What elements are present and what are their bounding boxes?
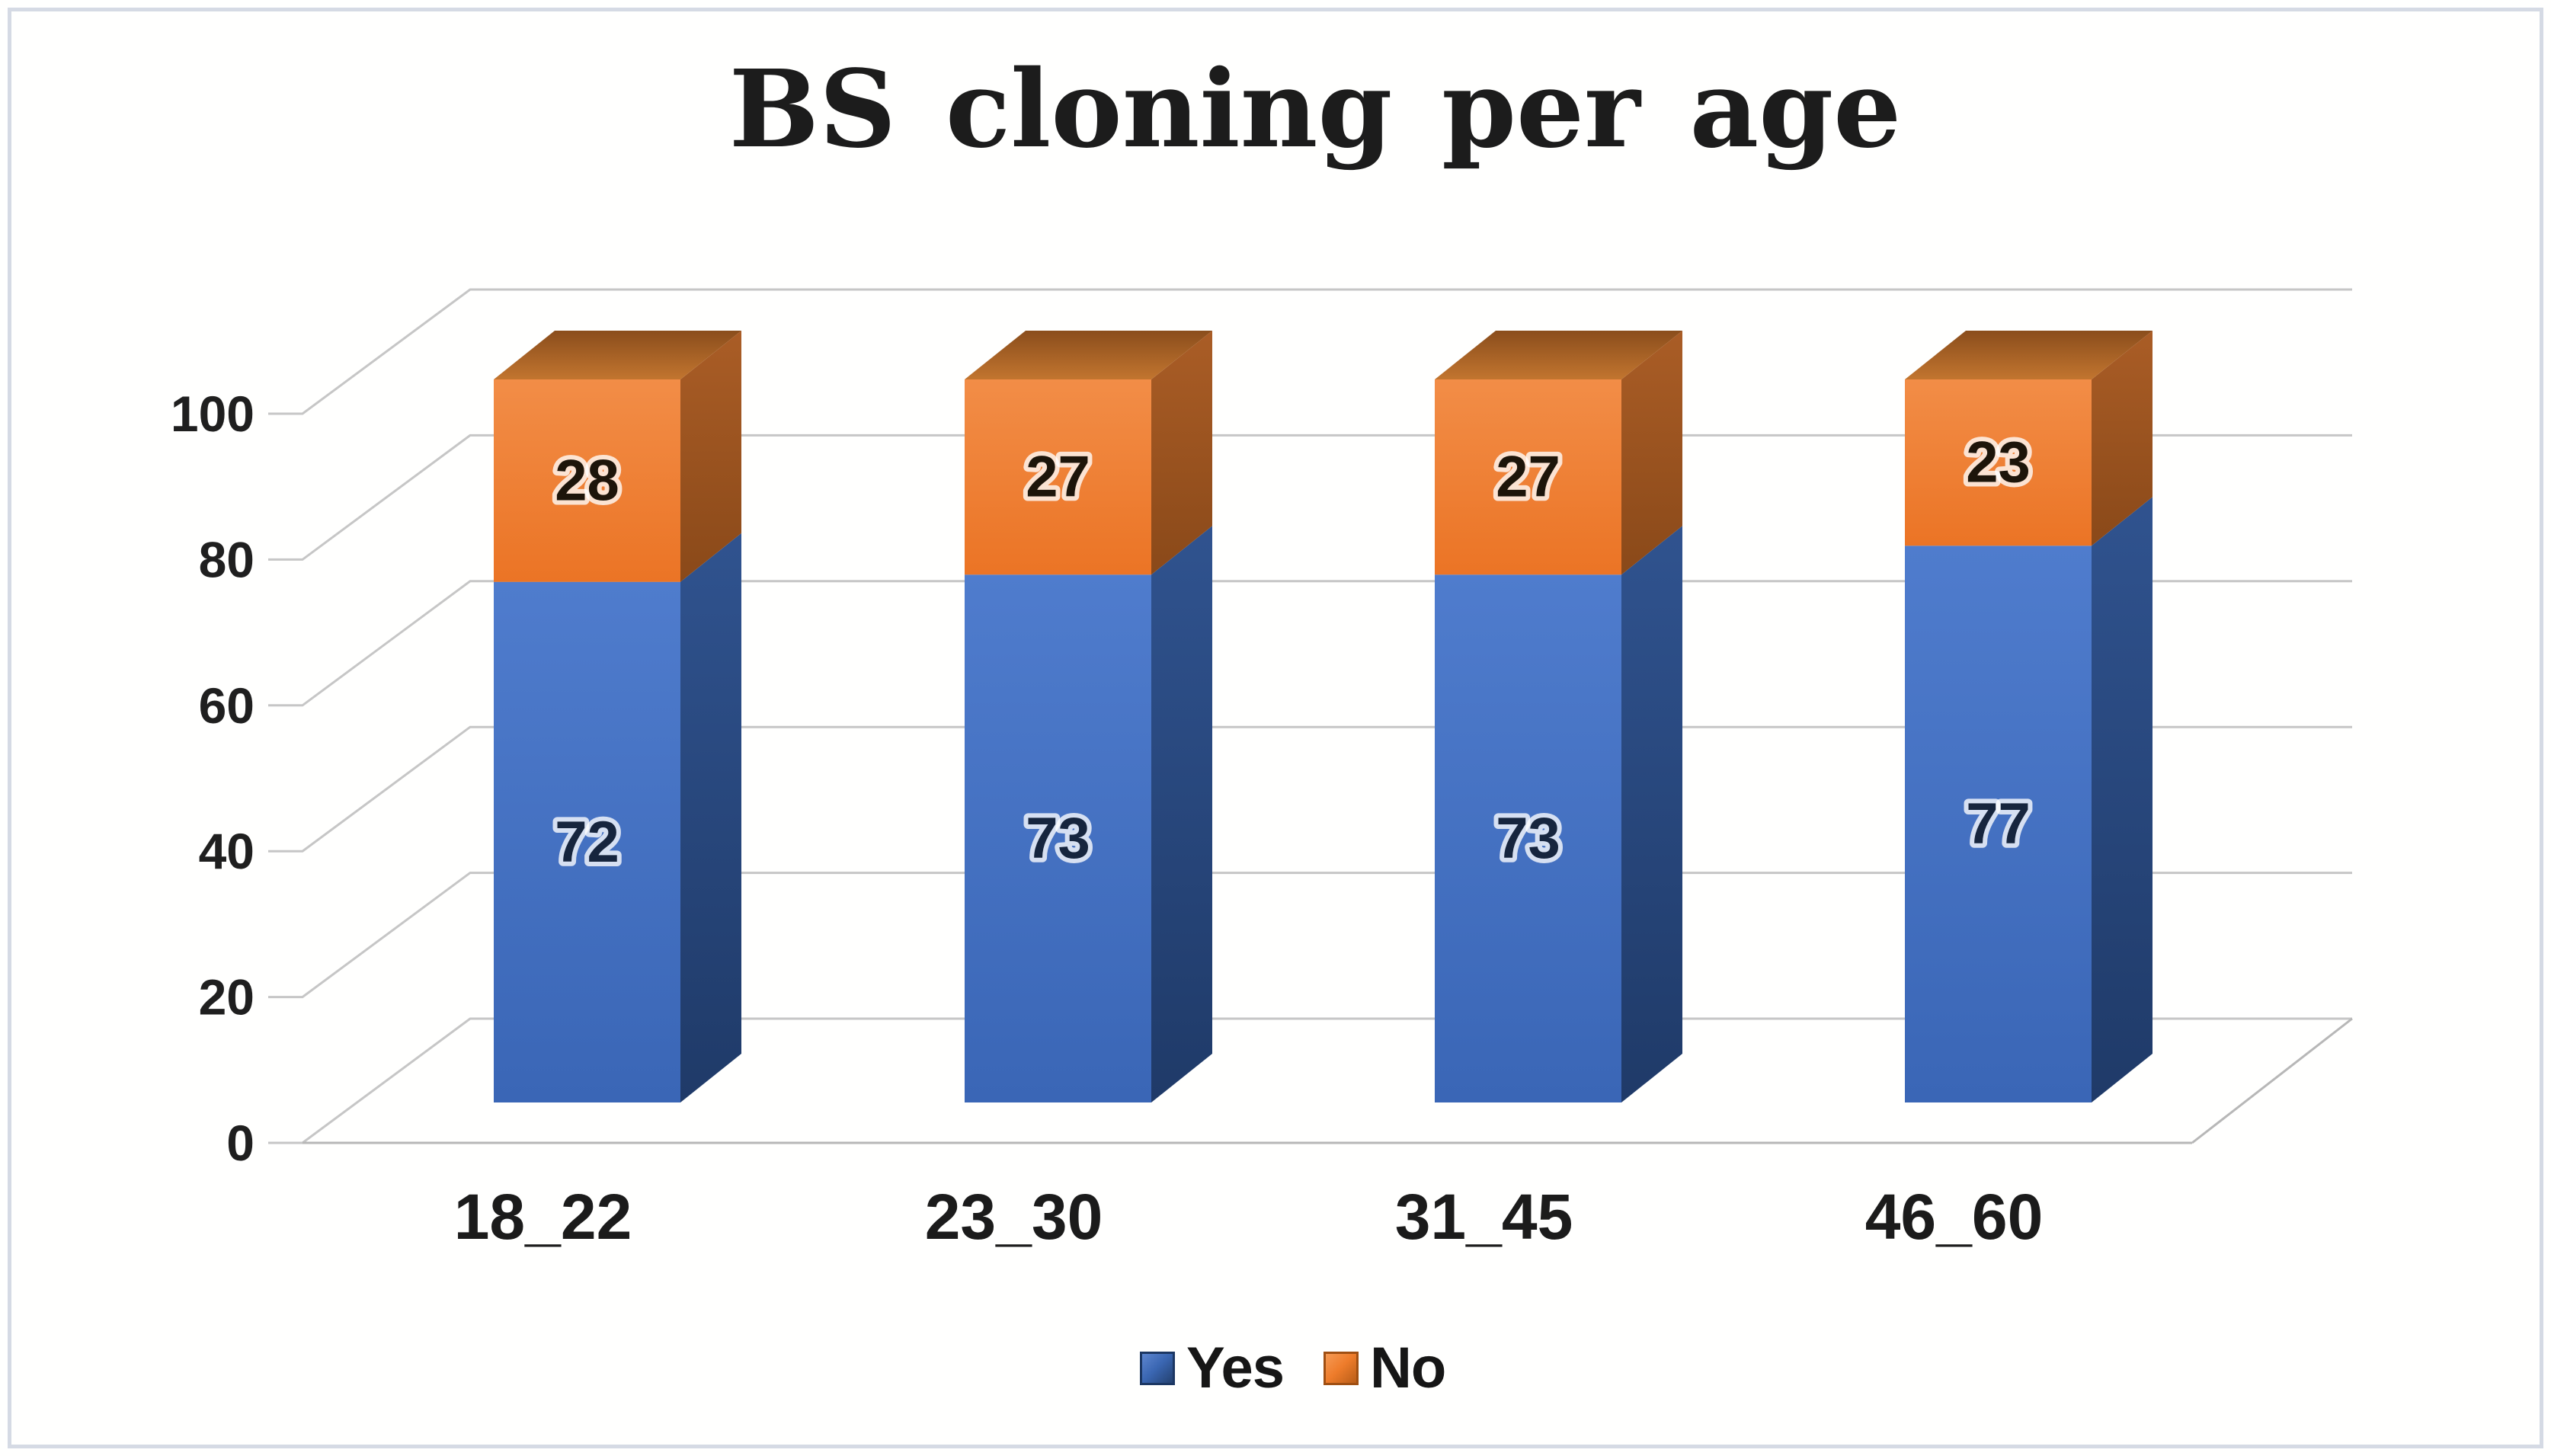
legend-swatch-yes-icon xyxy=(1140,1351,1175,1385)
data-label-no: 28 xyxy=(555,448,619,513)
gridlines xyxy=(268,288,2352,1144)
data-label-yes: 72 xyxy=(555,810,619,875)
bar-segment-yes xyxy=(965,574,1151,1102)
bar-segment-no xyxy=(494,379,680,582)
y-axis-label: 60 xyxy=(199,677,254,734)
bar-segment-yes xyxy=(1435,574,1621,1102)
bar-top-no xyxy=(965,331,1212,379)
gridline xyxy=(268,872,2352,999)
data-label-yes: 73 xyxy=(1496,806,1560,871)
gridline xyxy=(268,434,2352,561)
legend: Yes No xyxy=(1140,1335,1446,1401)
data-labels: 72 28 73 27 73 27 77 23 xyxy=(550,426,2035,879)
bar-side-no xyxy=(1621,331,1682,575)
x-axis-label: 31_45 xyxy=(1395,1181,1573,1253)
bars xyxy=(494,331,2153,1102)
gridline xyxy=(268,288,2352,415)
x-axis-label: 18_22 xyxy=(454,1181,632,1253)
y-axis-label: 20 xyxy=(199,969,254,1026)
gridline xyxy=(268,725,2352,853)
bar-side-yes xyxy=(2092,497,2153,1102)
legend-label-yes: Yes xyxy=(1186,1336,1285,1400)
legend-swatch-no-icon xyxy=(1324,1351,1359,1385)
bar-segment-no xyxy=(1435,379,1621,575)
bar-segment-yes xyxy=(494,581,680,1102)
bar-segment-yes xyxy=(1905,546,2092,1102)
legend-label-no: No xyxy=(1370,1336,1446,1400)
bar-side-no xyxy=(680,331,741,582)
x-axis-label: 23_30 xyxy=(925,1181,1103,1253)
data-label-yes: 77 xyxy=(1966,792,2031,856)
y-axis-label: 100 xyxy=(171,386,254,442)
bar-side-yes xyxy=(680,533,741,1102)
y-axis-label: 0 xyxy=(226,1115,254,1171)
bar-top-no xyxy=(494,331,741,379)
bar-side-yes xyxy=(1621,526,1682,1102)
data-label-no: 27 xyxy=(1026,445,1090,510)
bar-segment-no xyxy=(1905,379,2092,546)
bar-top-no xyxy=(1905,331,2153,379)
data-label-yes: 73 xyxy=(1026,806,1090,871)
bar-side-no xyxy=(1151,331,1212,575)
y-axis-label: 40 xyxy=(199,823,254,879)
floor-right-edge xyxy=(2191,1017,2353,1144)
data-label-no: 23 xyxy=(1966,430,2031,495)
data-label-no: 27 xyxy=(1496,445,1560,510)
floor-lines xyxy=(302,1017,2353,1144)
bar-top-no xyxy=(1435,331,1682,379)
x-axis-labels: 18_22 23_30 31_45 46_60 xyxy=(454,1181,2044,1253)
y-axis-label: 80 xyxy=(199,531,254,587)
bar-side-yes xyxy=(1151,526,1212,1102)
y-axis-labels: 0 20 40 60 80 100 xyxy=(171,386,254,1171)
gridline xyxy=(268,580,2352,707)
x-axis-label: 46_60 xyxy=(1865,1181,2044,1253)
legend-item-yes: Yes xyxy=(1140,1335,1285,1401)
chart-title: BS cloning per age xyxy=(728,47,1902,172)
bar-side-no xyxy=(2092,331,2153,546)
legend-item-no: No xyxy=(1324,1335,1446,1401)
bar-segment-no xyxy=(965,379,1151,575)
gridline xyxy=(268,1017,2352,1144)
